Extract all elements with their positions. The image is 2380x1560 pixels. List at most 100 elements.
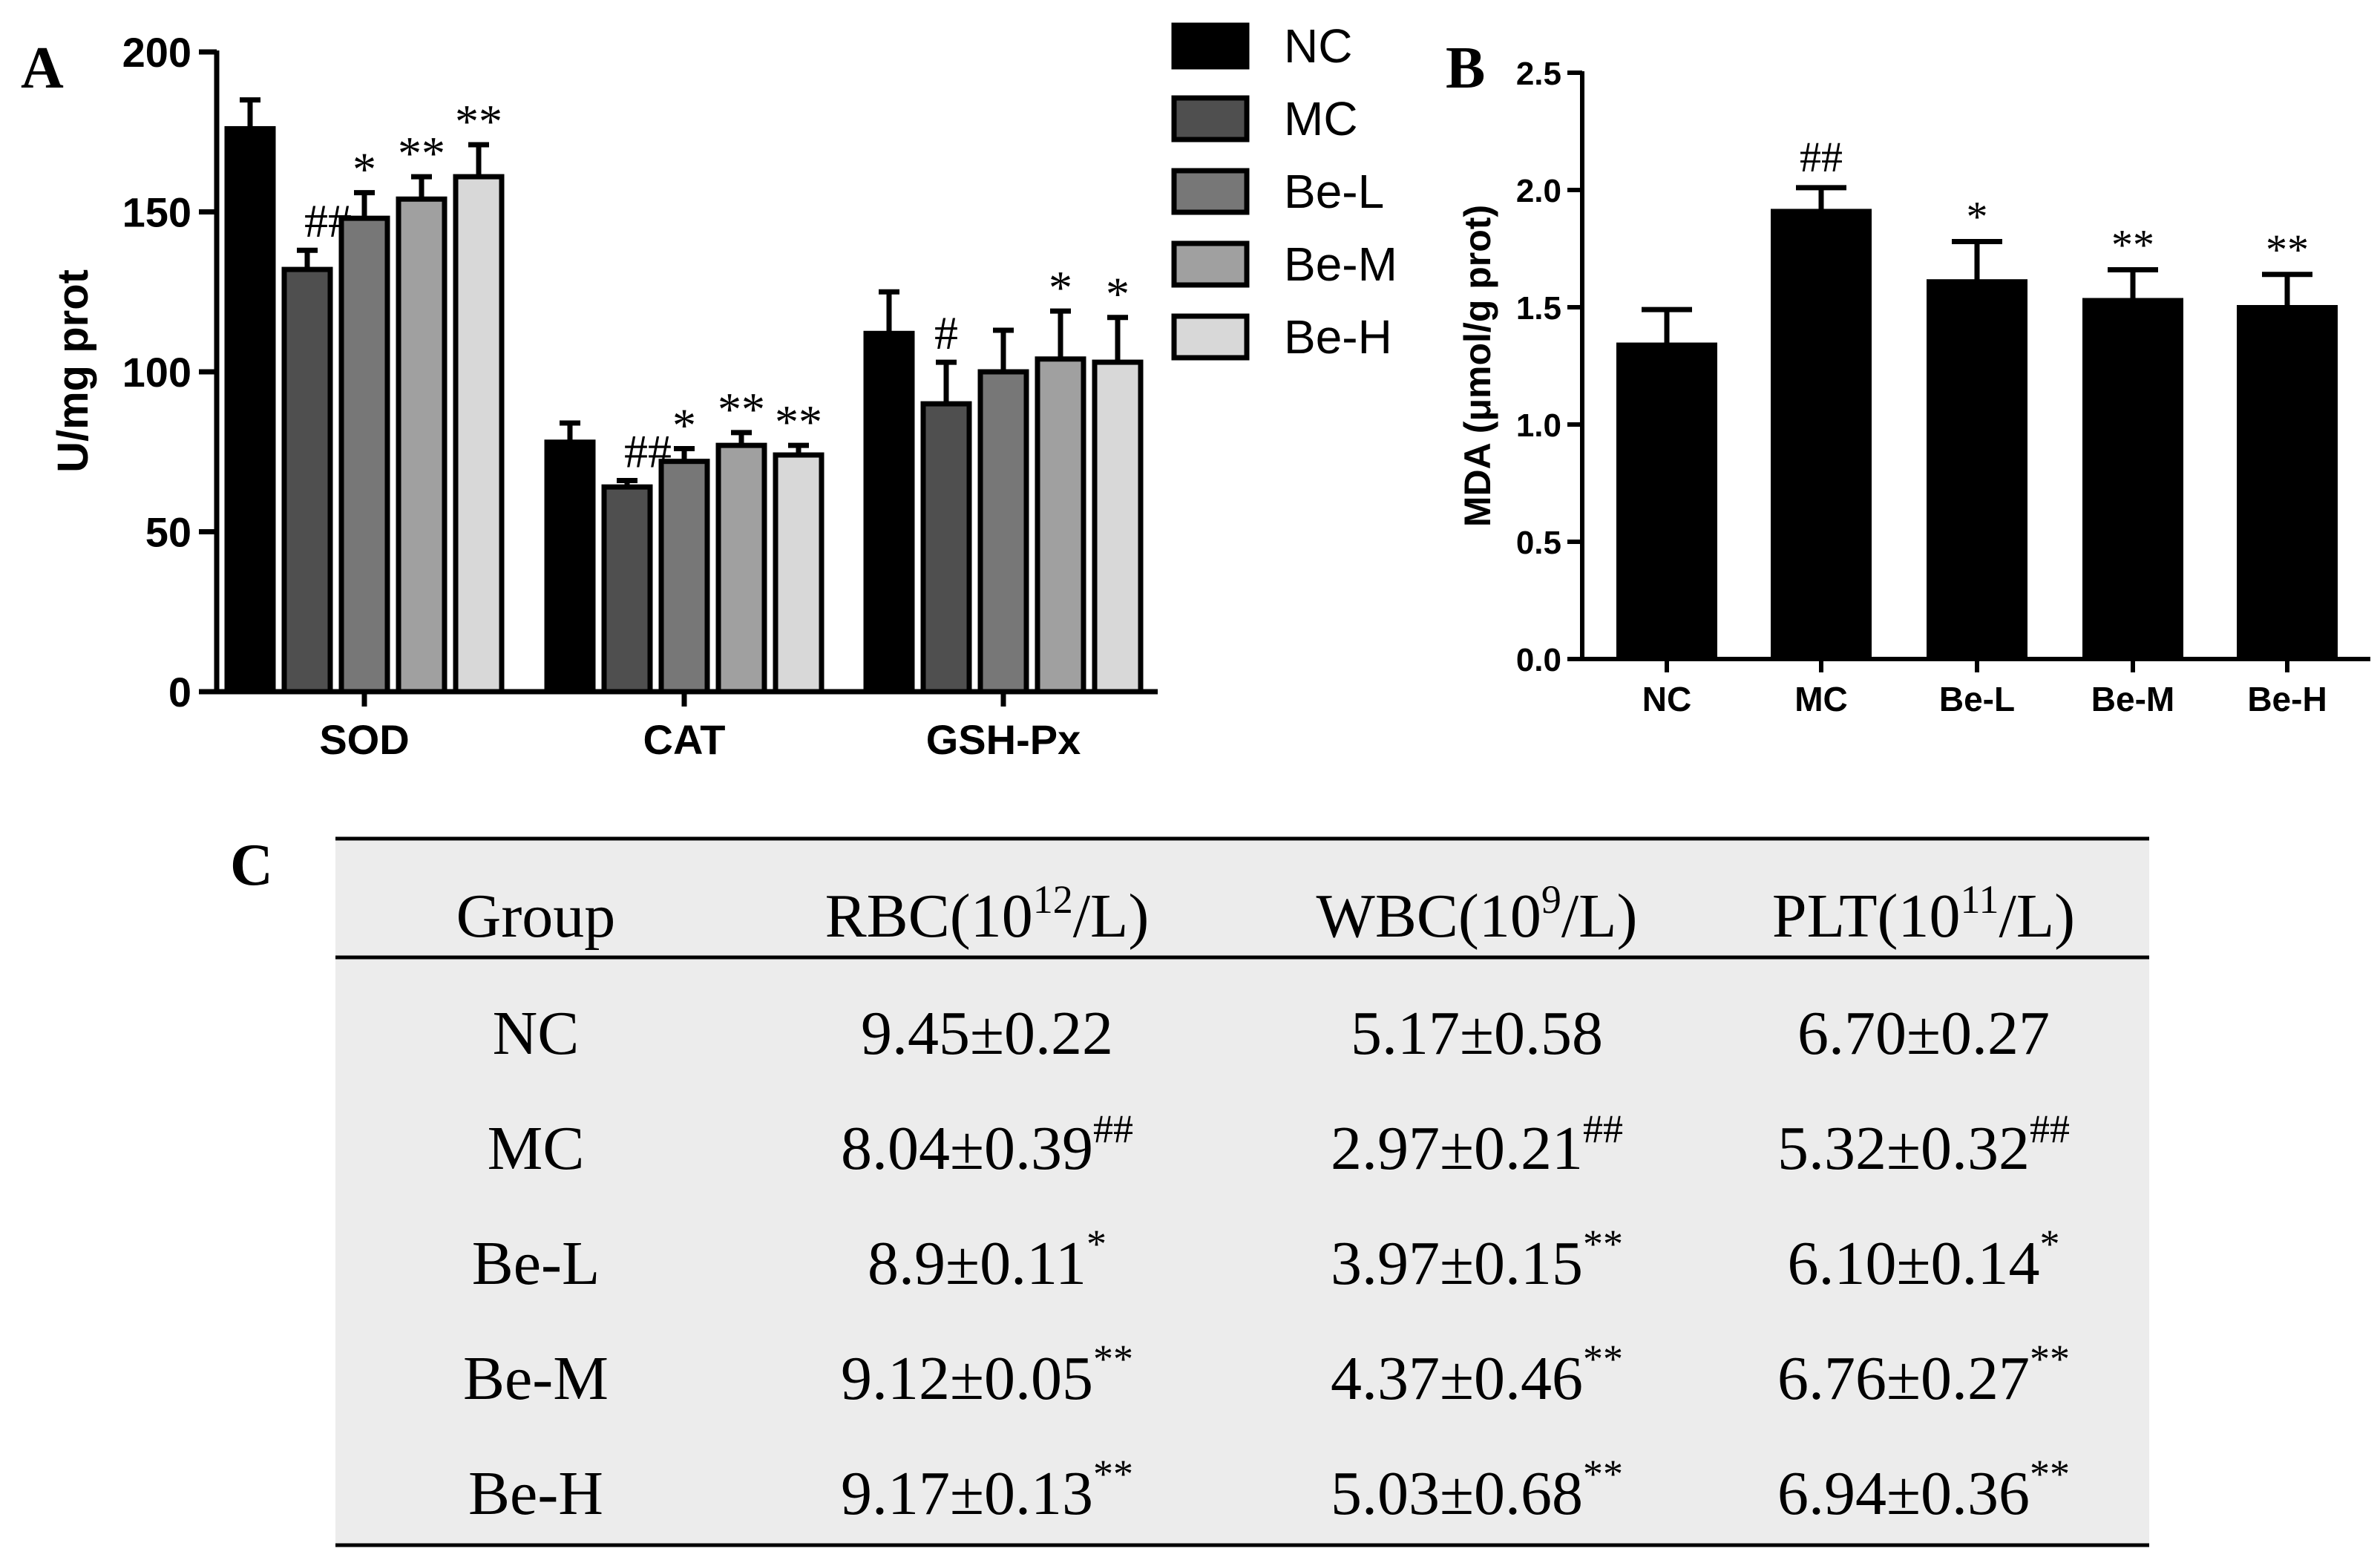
x-tick-label: GSH-Px: [926, 716, 1081, 763]
significance-mark: *: [1049, 261, 1072, 314]
row-group-label: NC: [493, 999, 580, 1068]
table-cell-significance: ##: [2030, 1107, 2070, 1151]
table-cell: 5.17±0.58: [1351, 999, 1603, 1068]
legend-label: NC: [1284, 19, 1352, 73]
table-cell-significance: **: [1583, 1222, 1623, 1266]
bar: [396, 196, 448, 695]
legend-swatch: [1171, 168, 1250, 215]
y-tick-label: 2.0: [1516, 173, 1561, 209]
legend-swatch: [1171, 313, 1250, 361]
table-cell-value: 9.45±0.22: [861, 999, 1113, 1068]
table-cell-value: 4.37±0.46: [1331, 1344, 1583, 1413]
table-cell-significance: ##: [1093, 1107, 1133, 1151]
bar: [920, 401, 972, 695]
panel-b-chart: MDA (μmol/g prot) 0.0 0.5 1.0 1.5 2.0 2.5 NC MC…: [1457, 56, 2370, 718]
bar: [863, 330, 915, 695]
significance-mark: *: [672, 399, 696, 451]
table-cell: 9.17±0.13**: [841, 1452, 1133, 1528]
table-cell-significance: *: [1086, 1222, 1107, 1266]
column-header-superscript: 12: [1033, 877, 1073, 922]
table-cell-value: 9.12±0.05: [841, 1344, 1093, 1413]
significance-mark: **: [775, 396, 822, 448]
column-header-unit: /L): [1561, 882, 1638, 951]
table-cell: 8.04±0.39##: [841, 1107, 1133, 1183]
significance-mark: #: [934, 307, 958, 359]
bar: [2237, 305, 2338, 661]
table-cell: 9.12±0.05**: [841, 1337, 1133, 1413]
bar: [224, 125, 276, 695]
significance-mark: **: [2266, 226, 2309, 274]
table-cell: 2.97±0.21##: [1331, 1107, 1623, 1183]
table-cell-value: 8.9±0.11: [868, 1229, 1086, 1298]
row-group-label: Be-M: [463, 1344, 609, 1413]
row-group-label: Be-L: [472, 1229, 600, 1298]
panel-label-b: B: [1446, 36, 1485, 101]
legend-swatch: [1171, 95, 1250, 142]
y-tick-label: 50: [145, 509, 191, 556]
table-cell-significance: **: [1583, 1337, 1623, 1381]
table-cell-significance: **: [1093, 1452, 1133, 1496]
column-header-text: RBC(10: [825, 882, 1033, 951]
x-tick-label: Be-H: [2247, 680, 2327, 718]
x-tick-label: Be-M: [2091, 680, 2174, 718]
column-header-text: WBC(10: [1317, 882, 1541, 951]
bar: [544, 439, 596, 695]
bar: [338, 215, 390, 695]
table-cell-value: 6.70±0.27: [1797, 999, 2050, 1068]
panel-c-table: Group RBC(1012/L) WBC(109/L) PLT(1011/L)NC 9…: [335, 836, 2149, 1547]
y-tick-label: 150: [122, 189, 191, 236]
table-cell-value: 6.76±0.27: [1777, 1344, 2030, 1413]
bar: [601, 484, 653, 695]
table-cell: 6.10±0.14*: [1787, 1222, 2059, 1298]
x-tick-label: CAT: [643, 716, 726, 763]
column-header-superscript: 9: [1541, 877, 1561, 922]
table-cell-significance: **: [1583, 1452, 1623, 1496]
table-cell-significance: *: [2040, 1222, 2060, 1266]
bar: [281, 266, 333, 695]
bar: [1092, 359, 1144, 695]
legend-label: Be-L: [1284, 165, 1384, 218]
row-group-label: Be-H: [468, 1459, 603, 1528]
legend-label: MC: [1284, 92, 1358, 145]
table-cell: 6.76±0.27**: [1777, 1337, 2070, 1413]
x-tick-label: SOD: [319, 716, 409, 763]
table-cell: 8.9±0.11*: [868, 1222, 1107, 1298]
y-tick-label: 0.0: [1516, 642, 1561, 678]
table-cell-value: 5.17±0.58: [1351, 999, 1603, 1068]
table-cell: 3.97±0.15**: [1331, 1222, 1623, 1298]
bar: [977, 369, 1029, 695]
table-cell-value: 6.94±0.36: [1777, 1459, 2030, 1528]
table-cell-value: 3.97±0.15: [1331, 1229, 1583, 1298]
y-tick-label: 100: [122, 349, 191, 396]
legend-swatch: [1171, 240, 1250, 288]
x-tick-label: MC: [1794, 680, 1848, 718]
y-tick-label: 200: [122, 29, 191, 76]
column-header: RBC(1012/L): [825, 877, 1150, 951]
row-group-label: MC: [488, 1114, 585, 1183]
column-header: Group: [456, 882, 616, 951]
bar: [1927, 279, 2027, 661]
column-header-text: Group: [456, 882, 616, 951]
table-cell: 5.32±0.32##: [1777, 1107, 2070, 1183]
y-tick-label: 0: [168, 669, 191, 715]
significance-mark: **: [718, 383, 765, 436]
significance-mark: **: [2111, 220, 2154, 269]
panel-label-c: C: [230, 833, 273, 898]
bar: [1771, 209, 1872, 661]
panel-a-y-axis-title: U/mg prot: [49, 269, 97, 473]
panel-label-a: A: [21, 36, 64, 101]
legend-label: Be-H: [1284, 310, 1392, 364]
significance-mark: *: [1106, 268, 1130, 321]
legend-label: Be-M: [1284, 237, 1397, 291]
table-cell: 4.37±0.46**: [1331, 1337, 1623, 1413]
table-cell-value: 6.10±0.14: [1787, 1229, 2039, 1298]
table-cell-significance: ##: [1583, 1107, 1623, 1151]
y-tick-label: 1.5: [1516, 290, 1561, 327]
x-tick-label: NC: [1642, 680, 1691, 718]
column-header-unit: /L): [1073, 882, 1150, 951]
table-cell-value: 2.97±0.21: [1331, 1114, 1583, 1183]
bar: [1035, 356, 1086, 695]
table-cell: 9.45±0.22: [861, 999, 1113, 1068]
